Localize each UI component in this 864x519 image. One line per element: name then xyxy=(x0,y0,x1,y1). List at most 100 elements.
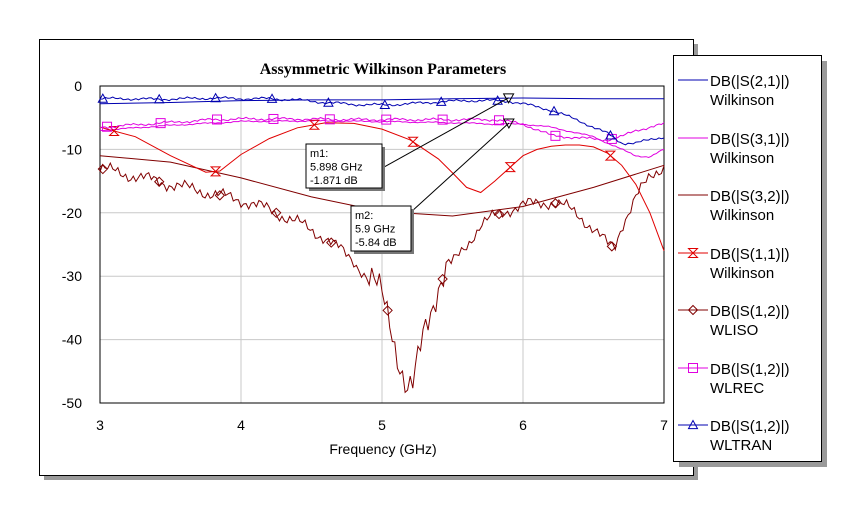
series-5-marker-7 xyxy=(494,115,505,126)
series-4-marker-9 xyxy=(606,241,618,252)
legend-name-2: DB(|S(3,2)|) xyxy=(710,188,790,205)
series-4-marker-0 xyxy=(97,163,109,175)
annotations-layer: m1: 5.898 GHz-1.871 dB m2: 5.9 GHz-5.84 dB xyxy=(305,93,515,254)
series-4-marker-3 xyxy=(271,207,282,219)
series-4-marker-1 xyxy=(154,176,165,187)
legend-item-6: DB(|S(1,2)|) WLTRAN xyxy=(674,409,821,465)
series-5-marker-5 xyxy=(381,114,392,125)
legend-sub-4: WLISO xyxy=(710,322,759,339)
series-4-marker-7 xyxy=(493,208,505,220)
legend-label-5: DB(|S(1,2)|) WLREC xyxy=(710,360,789,398)
y-tick-label-5: -50 xyxy=(62,395,82,411)
series-6-marker-6 xyxy=(435,96,447,106)
series-3-marker-2 xyxy=(308,119,321,130)
chart-title: Assymmetric Wilkinson Parameters xyxy=(260,61,506,78)
series-line-6 xyxy=(99,96,665,146)
legend-sub-0: Wilkinson xyxy=(710,92,775,109)
series-6-marker-2 xyxy=(210,92,221,103)
series-6-marker-5 xyxy=(379,99,391,109)
series-line-0 xyxy=(99,97,664,105)
x-tick-label-1: 4 xyxy=(237,417,245,433)
legend-marker-3 xyxy=(687,247,699,258)
plot-border xyxy=(99,85,665,404)
legend-item-5: DB(|S(1,2)|) WLREC xyxy=(674,352,821,408)
series-3-marker-5 xyxy=(604,150,617,161)
series-6-marker-9 xyxy=(605,129,616,140)
marker-text-m2-0: m2: xyxy=(355,210,373,222)
series-3 xyxy=(99,119,665,251)
legend-name-4: DB(|S(1,2)|) xyxy=(710,303,790,320)
legend-marker-4 xyxy=(687,304,699,316)
legend-name-6: DB(|S(1,2)|) xyxy=(710,418,790,435)
tick-labels: 3 4 5 6 7 0 -10 -20 -30 -40 -50 xyxy=(62,78,668,433)
legend-item-1: DB(|S(3,1)|) Wilkinson xyxy=(674,122,821,178)
series-6-marker-4 xyxy=(323,97,334,107)
series-3-marker-3 xyxy=(407,136,419,147)
legend-swatch-4 xyxy=(678,304,708,316)
series-5-marker-6 xyxy=(437,114,448,125)
series-3-marker-1 xyxy=(209,166,222,177)
legend-swatch-6 xyxy=(678,419,708,430)
series-4-marker-4 xyxy=(326,237,337,248)
legend-marker-5 xyxy=(688,362,698,373)
legend-swatch-3 xyxy=(678,247,708,258)
legend-label-6: DB(|S(1,2)|) WLTRAN xyxy=(710,417,789,455)
legend-item-2: DB(|S(3,2)|) Wilkinson xyxy=(674,179,821,235)
series-4-marker-8 xyxy=(550,198,561,209)
marker-text-m2-2: -5.84 dB xyxy=(355,237,397,249)
marker-symbol-m2 xyxy=(503,118,515,130)
series-4-marker-6 xyxy=(437,273,448,285)
y-tick-label-1: -10 xyxy=(62,141,82,157)
series-4 xyxy=(97,161,665,394)
marker-text-m1-2: -1.871 dB xyxy=(310,175,358,187)
legend-label-4: DB(|S(1,2)|) WLISO xyxy=(710,302,789,340)
legend-sub-3: Wilkinson xyxy=(710,264,775,282)
series-5-marker-1 xyxy=(155,118,166,129)
series-5-marker-2 xyxy=(212,114,223,125)
x-tick-label-0: 3 xyxy=(96,417,104,433)
marker-annotation-m2: m2: 5.9 GHz-5.84 dB xyxy=(350,118,515,254)
legend-label-3: DB(|S(1,1)|) Wilkinson xyxy=(710,245,789,283)
series-5-marker-8 xyxy=(550,130,561,141)
marker-annotation-m1: m1: 5.898 GHz-1.871 dB xyxy=(305,93,515,191)
series-4-marker-5 xyxy=(382,305,393,316)
series-6-marker-0 xyxy=(97,93,109,103)
series-line-4 xyxy=(99,161,665,394)
marker-text-m2-1: 5.9 GHz xyxy=(355,224,395,236)
series-layer xyxy=(97,92,665,394)
marker-leader-m1 xyxy=(381,97,509,169)
legend-swatch-1 xyxy=(678,137,708,138)
legend-item-3: DB(|S(1,1)|) Wilkinson xyxy=(674,237,821,293)
x-tick-label-2: 5 xyxy=(378,417,386,433)
series-line-3 xyxy=(99,122,665,251)
series-5-marker-0 xyxy=(102,121,113,132)
legend-item-0: DB(|S(2,1)|) Wilkinson xyxy=(674,64,821,120)
marker-box-m1 xyxy=(305,143,383,189)
legend-name-3: DB(|S(1,1)|) xyxy=(710,245,790,263)
legend-name-5: DB(|S(1,2)|) xyxy=(710,360,790,378)
series-6-marker-1 xyxy=(153,93,165,104)
legend-sub-5: WLREC xyxy=(710,379,765,397)
y-tick-label-4: -40 xyxy=(62,332,82,348)
legend-sub-6: WLTRAN xyxy=(710,437,773,454)
marker-text-m1-1: 5.898 GHz xyxy=(310,162,363,174)
series-6-marker-8 xyxy=(548,105,560,116)
series-6-marker-3 xyxy=(266,93,278,103)
series-5-marker-3 xyxy=(268,113,279,124)
legend-sub-2: Wilkinson xyxy=(710,207,775,224)
legend-label-1: DB(|S(3,1)|) Wilkinson xyxy=(710,130,789,168)
y-tick-label-0: 0 xyxy=(74,78,82,94)
legend-label-2: DB(|S(3,2)|) Wilkinson xyxy=(710,187,789,225)
series-3-marker-4 xyxy=(504,162,517,173)
legend-label-0: DB(|S(2,1)|) Wilkinson xyxy=(710,72,789,110)
x-tick-label-4: 7 xyxy=(660,417,668,433)
legend-sub-1: Wilkinson xyxy=(710,149,775,167)
legend-name-1: DB(|S(3,1)|) xyxy=(710,130,790,148)
marker-box-m2 xyxy=(350,205,412,252)
legend-swatch-2 xyxy=(678,194,708,196)
legend: DB(|S(2,1)|) Wilkinson DB(|S(3,1)|) Wilkins… xyxy=(673,55,822,462)
x-tick-label-3: 6 xyxy=(519,417,527,433)
legend-marker-6 xyxy=(687,419,699,430)
plot-area xyxy=(99,85,665,404)
